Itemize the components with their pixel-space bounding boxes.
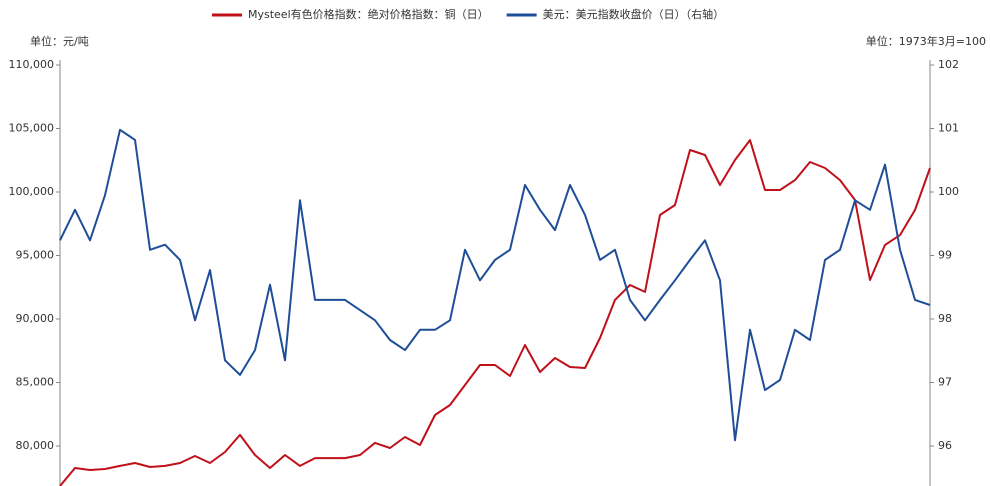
y-tick-label: 95,000 [16,248,55,261]
y-tick-label: 80,000 [16,439,55,452]
y2-tick-label: 97 [938,375,952,388]
y-tick-label: 110,000 [9,58,55,71]
y-tick-label: 85,000 [16,375,55,388]
y2-unit: 单位：1973年3月=100 [866,34,986,48]
y-tick-label: 90,000 [16,312,55,325]
legend-label: Mysteel有色价格指数：绝对价格指数：铜（日） [248,7,489,21]
legend-label: 美元：美元指数收盘价（日）（右轴） [543,7,725,21]
y2-tick-label: 96 [938,439,952,452]
y-tick-label: 100,000 [9,185,55,198]
y2-tick-label: 98 [938,312,952,325]
y2-tick-label: 99 [938,248,952,261]
y2-tick-label: 101 [938,121,959,134]
y2-tick-label: 100 [938,185,959,198]
y2-tick-label: 102 [938,58,959,71]
y-tick-label: 105,000 [9,121,55,134]
series-line [59,128,931,442]
y-unit: 单位：元/吨 [30,34,89,48]
series-line [59,139,931,486]
